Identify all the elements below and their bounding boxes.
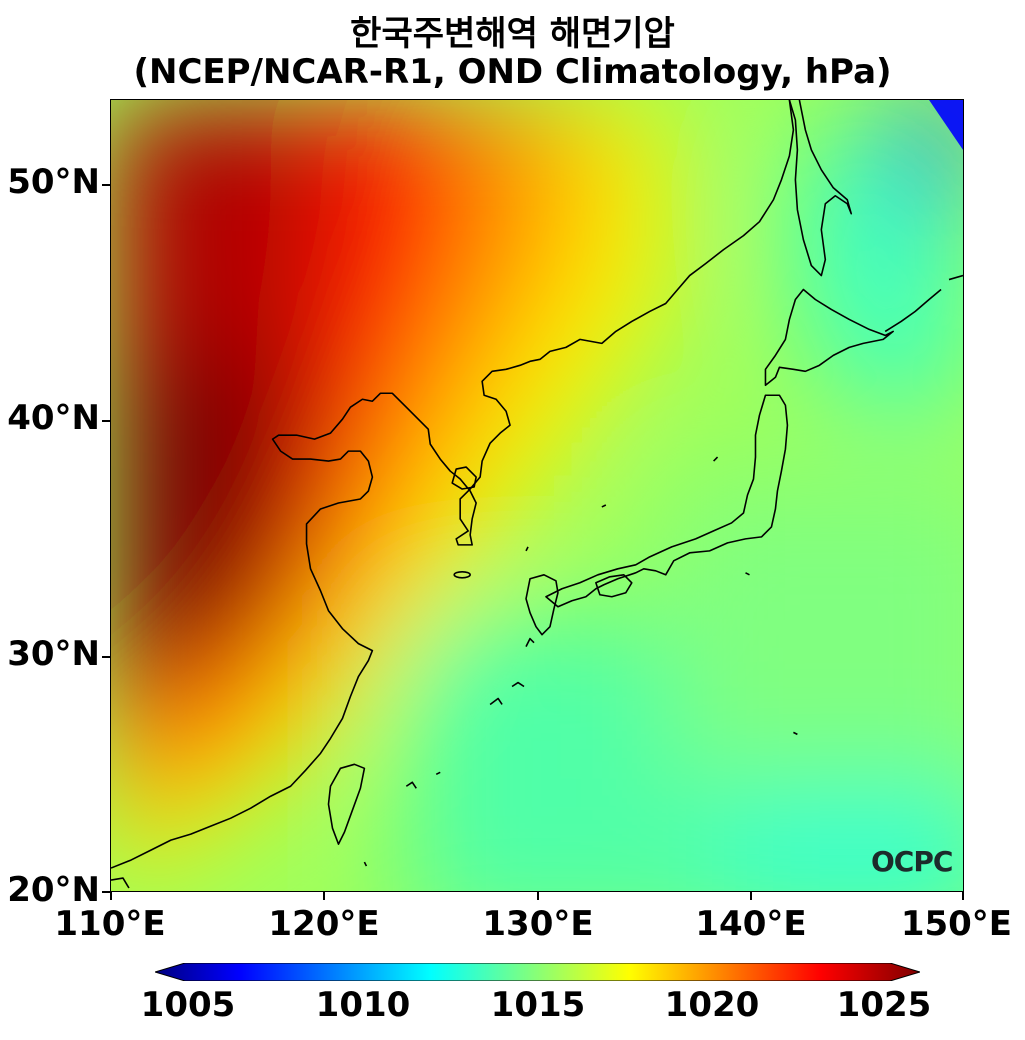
x-tick-130	[537, 892, 539, 900]
hokkaido	[764, 288, 894, 387]
x-label-130e: 130°E	[482, 904, 594, 944]
x-tick-120	[323, 892, 325, 900]
jeju	[453, 571, 471, 579]
x-label-140e: 140°E	[695, 904, 807, 944]
y-label-30n: 30°N	[7, 634, 100, 674]
x-tick-150	[962, 892, 964, 900]
kyushu	[525, 574, 559, 636]
y-label-20n: 20°N	[7, 870, 100, 910]
y-tick-20	[102, 891, 110, 893]
y-label-40n: 40°N	[7, 398, 100, 438]
x-label-150e: 150°E	[900, 904, 1013, 944]
x-label-110e: 110°E	[54, 904, 166, 944]
colorbar	[155, 963, 920, 981]
colorbar-label-1010: 1010	[315, 985, 411, 1025]
colorbar-label-1005: 1005	[140, 985, 236, 1025]
honshu	[545, 394, 789, 608]
y-tick-40	[102, 420, 110, 422]
y-label-50n: 50°N	[7, 162, 100, 202]
ocpc-logo: OCPC	[871, 845, 953, 878]
colorbar-label-1025: 1025	[836, 985, 932, 1025]
pressure-map: OCPC	[110, 99, 964, 892]
map-title: 한국주변해역 해면기압	[350, 14, 675, 54]
mainland-coastline	[111, 100, 795, 869]
y-tick-30	[102, 656, 110, 658]
colorbar-label-1020: 1020	[664, 985, 760, 1025]
taiwan	[327, 763, 366, 845]
x-label-120e: 120°E	[268, 904, 380, 944]
colorbar-label-1015: 1015	[490, 985, 586, 1025]
sakhalin	[788, 100, 853, 277]
x-tick-110	[110, 892, 112, 900]
map-subtitle: (NCEP/NCAR-R1, OND Climatology, hPa)	[133, 52, 892, 92]
y-tick-50	[102, 184, 110, 186]
x-tick-140	[750, 892, 752, 900]
shikoku	[595, 574, 633, 598]
coastlines	[111, 100, 963, 889]
